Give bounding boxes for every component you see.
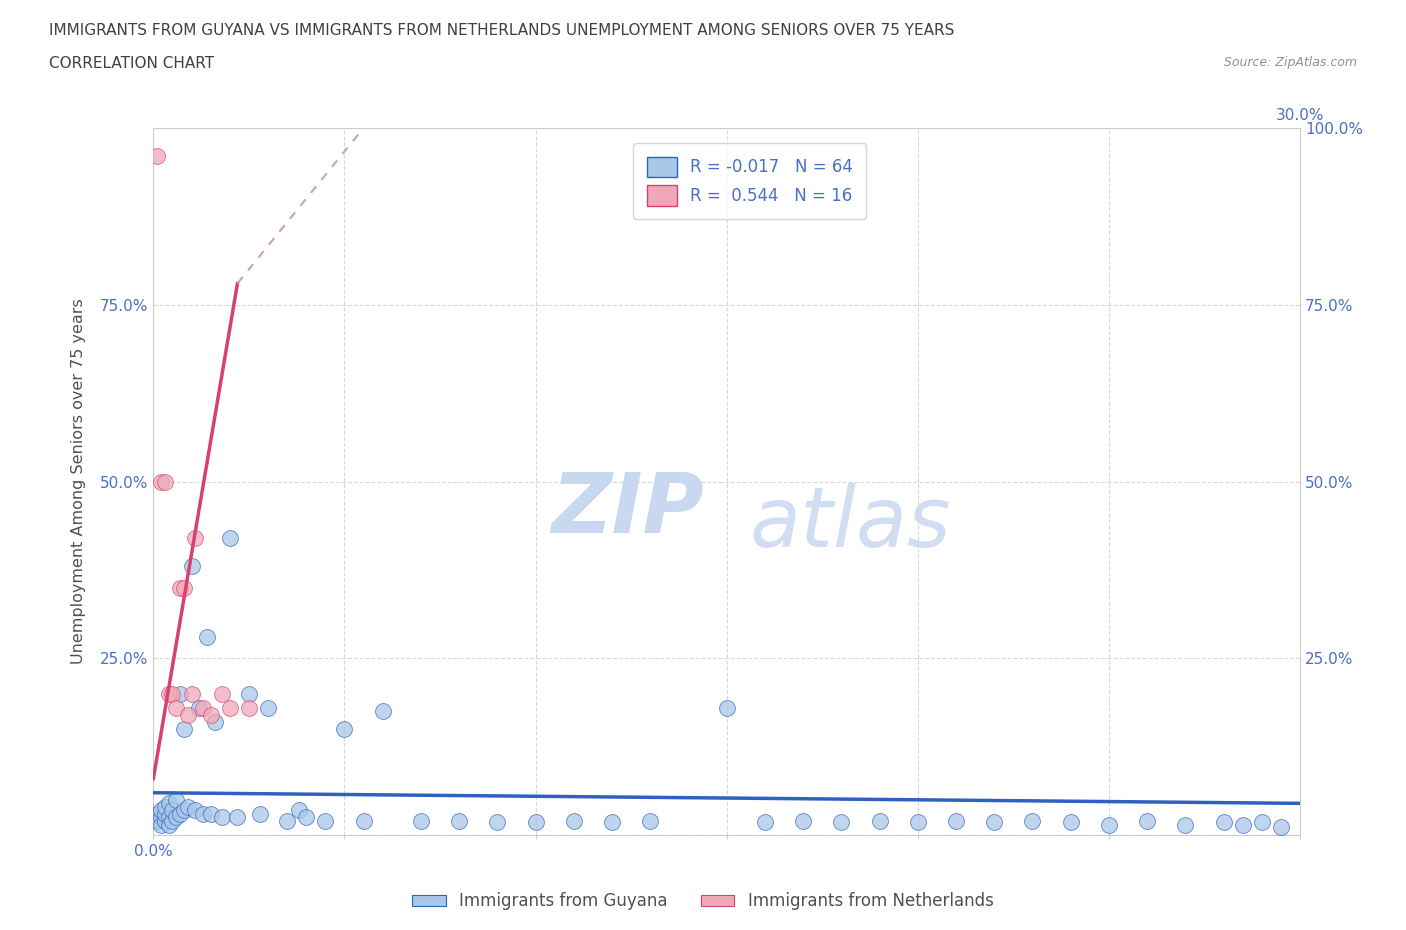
Point (173, 803, 195, 817)
Point (449, 814, 471, 829)
Point (983, 815, 1005, 830)
Point (830, 815, 852, 830)
Point (184, 531, 207, 546)
Text: CORRELATION CHART: CORRELATION CHART (49, 56, 214, 71)
Point (153, 806, 176, 821)
Point (1174, 817, 1197, 832)
Point (157, 686, 180, 701)
Point (191, 806, 214, 821)
Point (177, 800, 200, 815)
Point (173, 580, 195, 595)
Point (907, 815, 929, 830)
Point (165, 792, 187, 807)
Point (188, 700, 211, 715)
Point (257, 700, 280, 715)
Point (295, 810, 318, 825)
Point (333, 722, 356, 737)
Point (173, 722, 195, 737)
Point (1136, 814, 1159, 829)
Point (1250, 815, 1272, 830)
Point (1212, 815, 1234, 830)
Legend: Immigrants from Guyana, Immigrants from Netherlands: Immigrants from Guyana, Immigrants from … (406, 885, 1000, 917)
Point (226, 810, 249, 825)
Point (1060, 815, 1083, 830)
Text: IMMIGRANTS FROM GUYANA VS IMMIGRANTS FROM NETHERLANDS UNEMPLOYMENT AMONG SENIORS: IMMIGRANTS FROM GUYANA VS IMMIGRANTS FRO… (49, 23, 955, 38)
Point (200, 708, 222, 723)
Text: ZIP: ZIP (551, 470, 704, 551)
Point (524, 815, 547, 830)
Point (638, 814, 661, 829)
Point (191, 700, 214, 715)
Point (211, 686, 233, 701)
Point (153, 800, 176, 815)
Point (486, 815, 509, 830)
Point (1232, 817, 1254, 832)
Point (218, 700, 240, 715)
Point (600, 815, 623, 830)
Point (157, 810, 180, 825)
Point (180, 686, 202, 701)
Point (754, 815, 776, 830)
Point (146, 149, 169, 164)
Point (169, 686, 191, 701)
Point (238, 700, 260, 715)
Point (162, 803, 184, 817)
Point (276, 814, 298, 829)
Point (146, 814, 169, 829)
Point (218, 531, 240, 546)
Point (200, 806, 222, 821)
Legend: R = -0.017   N = 64, R =  0.544   N = 16: R = -0.017 N = 64, R = 0.544 N = 16 (633, 143, 866, 219)
Y-axis label: Unemployment Among Seniors over 75 years: Unemployment Among Seniors over 75 years (72, 299, 86, 664)
Point (150, 810, 173, 825)
Point (353, 814, 375, 829)
Point (153, 814, 176, 829)
Point (169, 580, 191, 595)
Point (562, 814, 585, 829)
Point (792, 814, 814, 829)
Point (180, 559, 202, 574)
Point (204, 714, 226, 729)
Point (146, 806, 169, 821)
Point (157, 796, 180, 811)
Point (150, 817, 173, 832)
Point (150, 803, 173, 817)
Point (287, 803, 309, 817)
Point (1098, 817, 1121, 832)
Point (162, 686, 184, 701)
Point (716, 700, 738, 715)
Point (1270, 819, 1292, 834)
Point (165, 810, 187, 825)
Point (157, 817, 180, 832)
Point (249, 806, 271, 821)
Text: Source: ZipAtlas.com: Source: ZipAtlas.com (1223, 56, 1357, 69)
Point (153, 474, 176, 489)
Point (184, 803, 207, 817)
Point (869, 814, 891, 829)
Point (371, 704, 394, 719)
Point (195, 630, 218, 644)
Text: atlas: atlas (749, 484, 952, 565)
Point (165, 700, 187, 715)
Point (169, 806, 191, 821)
Point (1021, 814, 1043, 829)
Point (177, 708, 200, 723)
Point (945, 814, 967, 829)
Point (238, 686, 260, 701)
Point (409, 814, 432, 829)
Point (162, 814, 184, 829)
Point (150, 474, 173, 489)
Point (314, 814, 336, 829)
Point (211, 810, 233, 825)
